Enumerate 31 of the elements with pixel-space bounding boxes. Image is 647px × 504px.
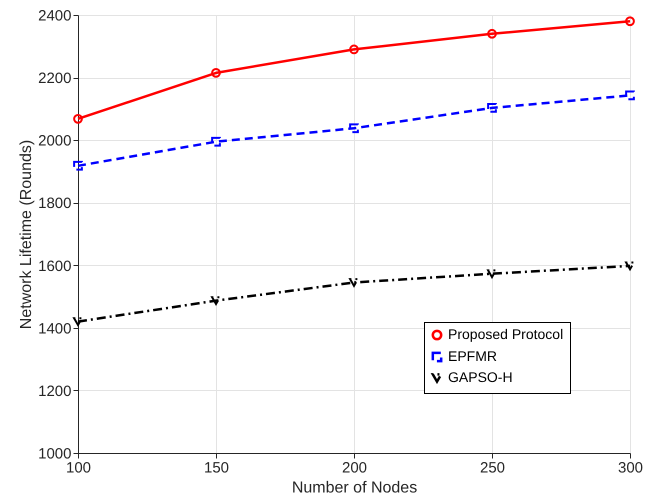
x-tick-label: 300 — [618, 460, 644, 476]
point — [625, 90, 635, 100]
point — [625, 262, 635, 270]
y-tick-label: 2000 — [38, 132, 72, 150]
y-axis-title: Network Lifetime (Rounds) — [18, 140, 36, 330]
x-tick-label: 250 — [480, 460, 506, 476]
x-axis-title: Number of Nodes — [292, 480, 418, 496]
point — [73, 160, 83, 171]
point — [211, 136, 221, 147]
y-tick-label: 1800 — [38, 195, 72, 212]
y-tick-label: 2400 — [38, 8, 72, 24]
point — [349, 44, 359, 54]
point — [487, 103, 497, 113]
y-tick-label: 2200 — [38, 70, 72, 88]
y-tick-label: 1600 — [38, 258, 72, 275]
x-tick-label: 200 — [342, 460, 368, 476]
y-tick-label: 1000 — [38, 446, 72, 462]
legend-label: Proposed Protocol — [448, 326, 564, 342]
point — [211, 296, 221, 305]
point — [349, 123, 359, 134]
y-tick-label: 1200 — [38, 382, 72, 400]
point — [349, 278, 359, 287]
x-tick-label: 150 — [204, 460, 230, 476]
x-tick-label: 100 — [66, 460, 92, 476]
point — [487, 269, 497, 278]
y-tick-label: 1400 — [38, 320, 72, 338]
legend-label: EPFMR — [448, 348, 497, 364]
point — [211, 68, 221, 78]
point — [487, 28, 497, 39]
legend-label: GAPSO-H — [448, 369, 513, 385]
point — [73, 317, 83, 326]
